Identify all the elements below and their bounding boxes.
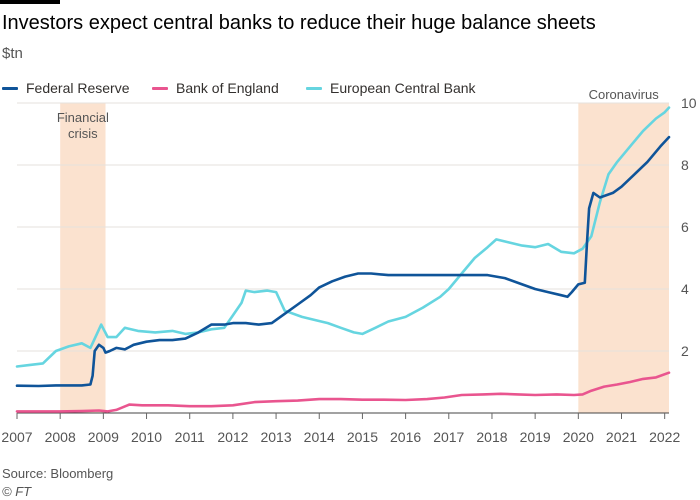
x-tick-label-2014: 2014	[304, 429, 335, 445]
legend-label-federal-reserve: Federal Reserve	[26, 80, 130, 96]
legend-item-federal-reserve: Federal Reserve	[2, 80, 130, 96]
y-tick-label-6: 6	[681, 219, 689, 235]
series-line-european-central-bank	[15, 106, 671, 368]
x-tick-label-2021: 2021	[606, 429, 637, 445]
x-tick-label-2018: 2018	[476, 429, 507, 445]
x-tick-label-2017: 2017	[433, 429, 464, 445]
legend-swatch-bank-of-england	[152, 86, 168, 90]
x-tick-label-2008: 2008	[45, 429, 76, 445]
legend-item-bank-of-england: Bank of England	[152, 80, 279, 96]
y-tick-label-2: 2	[681, 343, 689, 359]
legend-swatch-federal-reserve	[2, 86, 18, 90]
series-line-federal-reserve	[15, 135, 671, 388]
x-tick-label-2009: 2009	[88, 429, 119, 445]
x-tick-label-2010: 2010	[131, 429, 162, 445]
legend-item-european-central-bank: European Central Bank	[306, 80, 476, 96]
x-tick-label-2013: 2013	[260, 429, 291, 445]
unit-label: $tn	[2, 45, 23, 62]
x-tick-label-2015: 2015	[347, 429, 378, 445]
annotation-1-line-0: Coronavirus	[589, 87, 660, 102]
chart-title: Investors expect central banks to reduce…	[2, 12, 596, 34]
annotation-0-line-0: Financial	[57, 110, 109, 125]
x-tick-label-2019: 2019	[520, 429, 551, 445]
x-tick-label-2022: 2022	[649, 429, 680, 445]
shaded-period-0	[60, 103, 106, 413]
annotation-0-line-1: crisis	[68, 126, 98, 141]
legend-label-bank-of-england: Bank of England	[176, 80, 279, 96]
x-tick-label-2011: 2011	[175, 429, 205, 445]
legend-label-european-central-bank: European Central Bank	[330, 80, 476, 96]
x-tick-label-2016: 2016	[390, 429, 421, 445]
x-tick-label-2007: 2007	[1, 429, 32, 445]
shaded-period-1	[578, 103, 669, 413]
brand-top-bar	[0, 0, 60, 4]
y-tick-label-4: 4	[681, 281, 689, 297]
copyright-note: © FT	[2, 484, 32, 499]
legend-swatch-european-central-bank	[306, 86, 322, 90]
y-tick-label-10: 10	[681, 95, 697, 111]
series-line-bank-of-england	[15, 371, 671, 413]
x-tick-label-2012: 2012	[217, 429, 248, 445]
y-tick-label-8: 8	[681, 157, 689, 173]
source-note: Source: Bloomberg	[2, 466, 114, 481]
x-tick-label-2020: 2020	[563, 429, 594, 445]
